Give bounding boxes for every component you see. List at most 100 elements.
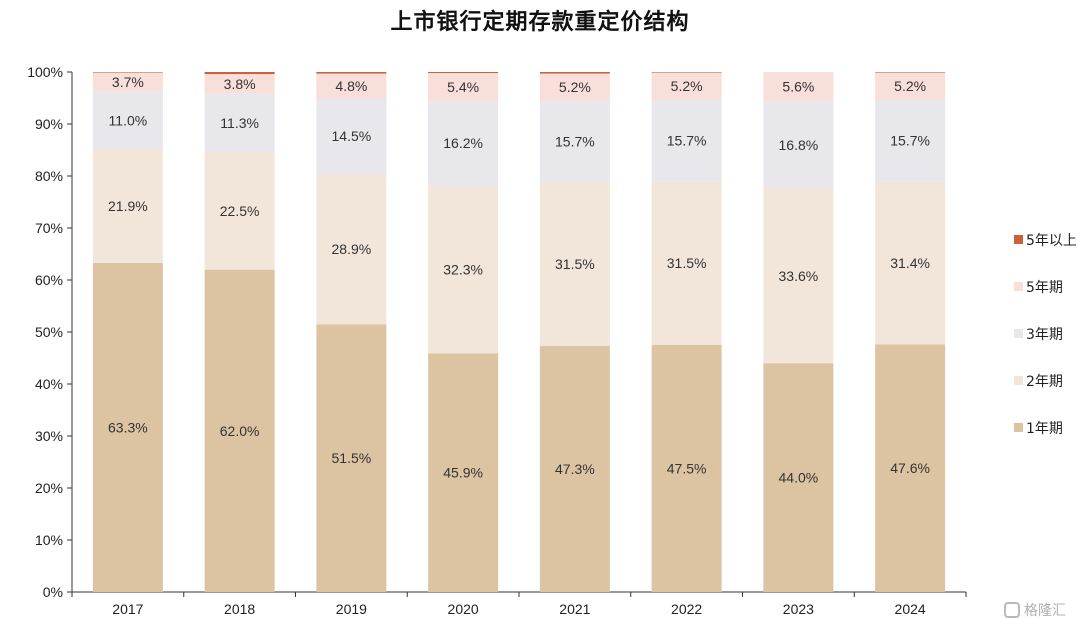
bar-segment (428, 185, 499, 354)
y-tick-label: 30% (35, 428, 63, 444)
x-tick-label: 2024 (895, 601, 926, 617)
y-tick-label: 10% (35, 532, 63, 548)
data-label: 32.3% (443, 261, 483, 277)
bar-segment (204, 269, 275, 592)
y-tick-label: 70% (35, 220, 63, 236)
data-label: 47.5% (667, 461, 707, 477)
data-label: 15.7% (890, 132, 930, 148)
bar-segment (539, 72, 610, 74)
y-tick-label: 60% (35, 272, 63, 288)
bar-segment (875, 344, 946, 592)
data-label: 5.6% (782, 79, 814, 95)
y-tick-label: 40% (35, 376, 63, 392)
bar-segment (875, 72, 946, 73)
data-label: 31.4% (890, 255, 930, 271)
bar-segment (651, 345, 722, 592)
y-tick-label: 50% (35, 324, 63, 340)
x-tick-label: 2020 (448, 601, 479, 617)
data-label: 44.0% (779, 470, 819, 486)
y-tick-label: 0% (43, 584, 63, 600)
data-label: 5.4% (447, 79, 479, 95)
bar-segment (875, 181, 946, 345)
legend-swatch (1014, 235, 1023, 244)
chart-title: 上市银行定期存款重定价结构 (390, 10, 690, 35)
bar-segment (428, 72, 499, 74)
watermark-text: 格隆汇 (1024, 603, 1066, 619)
x-tick-label: 2018 (224, 601, 255, 617)
x-tick-label: 2017 (112, 601, 143, 617)
legend-swatch (1014, 376, 1023, 385)
bar-segment (428, 353, 499, 592)
data-label: 15.7% (555, 133, 595, 149)
bar-segment (763, 101, 834, 189)
data-label: 5.2% (559, 79, 591, 95)
y-tick-label: 100% (27, 64, 63, 80)
x-tick-label: 2022 (671, 601, 702, 617)
bar-segment (539, 100, 610, 183)
data-label: 3.7% (112, 74, 144, 90)
bar-segment (204, 93, 275, 153)
bar-segment (204, 72, 275, 75)
bar-segment (875, 72, 946, 100)
data-labels: 63.3% 21.9% 11.0% 3.7% 62.0% 22.5% 11.3% 3.8% 51… (108, 74, 930, 485)
data-label: 11.0% (109, 112, 148, 128)
x-tick-label: 2021 (559, 601, 590, 617)
watermark-logo-icon (1004, 602, 1020, 618)
x-tick-label: 2023 (783, 601, 814, 617)
data-label: 15.7% (667, 132, 707, 148)
y-tick-label: 80% (35, 168, 63, 184)
bar-segment (651, 72, 722, 100)
bar-segment (428, 73, 499, 102)
legend-label: 2年期 (1026, 374, 1063, 390)
legend-swatch (1014, 423, 1023, 432)
legend-swatch (1014, 282, 1023, 291)
bar-segment (763, 72, 834, 102)
legend-label: 5年期 (1026, 280, 1063, 296)
bar-segment (204, 152, 275, 270)
legend-label: 5年以上 (1026, 233, 1077, 249)
bar-segment (539, 73, 610, 101)
data-label: 16.2% (443, 135, 483, 151)
legend-swatch (1014, 329, 1023, 338)
data-label: 21.9% (108, 198, 148, 214)
bar-segment (316, 98, 387, 174)
bar-segment (651, 181, 722, 345)
data-label: 62.0% (220, 423, 260, 439)
data-label: 14.5% (332, 128, 372, 144)
data-label: 5.2% (894, 78, 926, 94)
data-label: 22.5% (220, 203, 260, 219)
y-tick-label: 90% (35, 116, 63, 132)
data-label: 51.5% (332, 450, 372, 466)
data-label: 3.8% (224, 76, 256, 92)
bar-segment (763, 188, 834, 364)
bar-segment (92, 72, 163, 73)
data-label: 33.6% (779, 268, 819, 284)
bars (92, 72, 946, 592)
y-tick-label: 20% (35, 480, 63, 496)
bar-segment (651, 72, 722, 73)
x-tick-label: 2019 (336, 601, 367, 617)
data-label: 5.2% (671, 78, 703, 94)
bar-segment (539, 346, 610, 592)
legend-label: 1年期 (1026, 421, 1063, 437)
data-label: 31.5% (555, 256, 595, 272)
bar-segment (316, 324, 387, 592)
bar-segment (316, 73, 387, 99)
data-label: 4.8% (335, 78, 367, 94)
bar-segment (875, 99, 946, 182)
bar-segment (316, 72, 387, 74)
bar-segment (92, 148, 163, 263)
legend-label: 3年期 (1026, 327, 1063, 343)
bar-segment (651, 99, 722, 182)
data-label: 28.9% (332, 241, 372, 257)
data-label: 16.8% (779, 137, 819, 153)
bar-segment (316, 173, 387, 325)
watermark: 格隆汇 (1004, 600, 1066, 620)
data-label: 11.3% (220, 115, 259, 131)
bar-segment (92, 91, 163, 149)
legend: 5年以上 5年期 3年期 2年期 1年期 (1014, 233, 1077, 437)
bar-segment (539, 182, 610, 347)
bar-segment (428, 101, 499, 186)
data-label: 47.6% (890, 460, 930, 476)
